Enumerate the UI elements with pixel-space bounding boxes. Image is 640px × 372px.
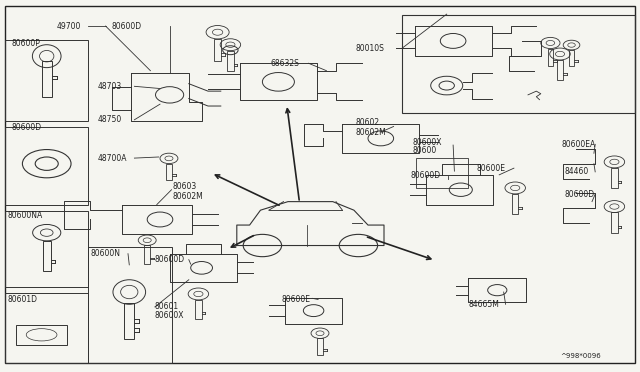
Text: 84460: 84460	[564, 167, 589, 176]
Bar	[42, 61, 52, 97]
Bar	[317, 339, 323, 355]
Text: 80600: 80600	[413, 146, 437, 155]
Text: 80600E: 80600E	[477, 164, 506, 173]
Text: ^998*0096: ^998*0096	[560, 353, 601, 359]
Text: 80010S: 80010S	[356, 44, 385, 53]
Bar	[416, 158, 468, 188]
Text: 80600D: 80600D	[155, 255, 185, 264]
Bar	[42, 241, 51, 270]
Text: 80600P: 80600P	[12, 39, 40, 48]
Bar	[144, 246, 150, 264]
Text: 80600NA: 80600NA	[8, 211, 43, 220]
Text: 80601D: 80601D	[8, 295, 38, 304]
Text: 80600X: 80600X	[155, 311, 184, 320]
Bar	[195, 300, 202, 318]
Text: 80601: 80601	[155, 302, 179, 311]
Text: 80600E: 80600E	[282, 295, 310, 304]
Bar	[611, 212, 618, 233]
Text: 80600X: 80600X	[413, 138, 442, 147]
Bar	[557, 60, 563, 80]
Text: 80600D: 80600D	[564, 190, 595, 199]
Text: 80602M: 80602M	[173, 192, 204, 201]
Text: 80600D: 80600D	[12, 123, 42, 132]
Bar	[16, 324, 67, 345]
Text: 80600D: 80600D	[112, 22, 142, 31]
Text: 80600N: 80600N	[91, 249, 121, 258]
Bar	[5, 293, 88, 363]
Text: 48700A: 48700A	[97, 154, 127, 163]
Text: 80602: 80602	[356, 118, 380, 127]
Bar	[5, 40, 88, 121]
Bar	[214, 39, 221, 61]
Text: 80600EA: 80600EA	[562, 140, 596, 149]
Text: 48703: 48703	[97, 82, 122, 91]
Bar	[88, 247, 172, 363]
Text: 84665M: 84665M	[468, 300, 499, 309]
Bar	[227, 51, 234, 71]
Text: 80603: 80603	[173, 182, 197, 191]
Bar	[402, 15, 635, 113]
Text: 48750: 48750	[97, 115, 122, 124]
Text: 80600D: 80600D	[411, 171, 441, 180]
Text: 49700: 49700	[56, 22, 81, 31]
Bar	[5, 211, 88, 287]
Text: 68632S: 68632S	[270, 59, 299, 68]
Bar	[5, 127, 88, 205]
Bar	[166, 164, 172, 180]
Bar	[611, 168, 618, 188]
Text: 80602M: 80602M	[356, 128, 387, 137]
Bar	[124, 303, 134, 339]
Bar	[512, 194, 518, 214]
Bar	[548, 49, 553, 67]
Bar	[569, 50, 574, 65]
